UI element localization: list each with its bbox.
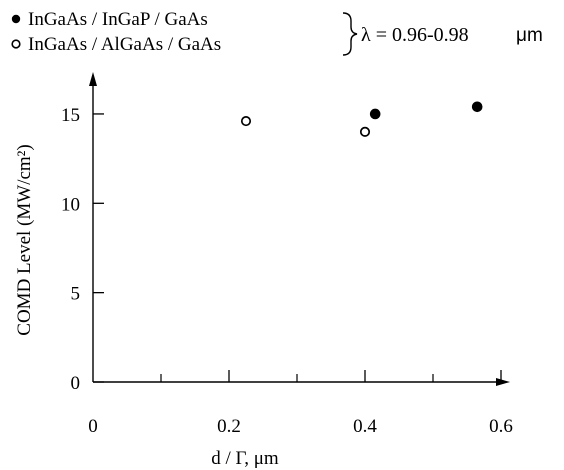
y-tick-label: 10 bbox=[61, 194, 80, 215]
wavelength-unit: μm bbox=[516, 25, 543, 46]
wavelength-annotation: λ = 0.96-0.98 bbox=[361, 24, 469, 46]
data-point-open bbox=[359, 126, 371, 137]
y-tick-label: 0 bbox=[71, 373, 81, 394]
y-axis-arrow bbox=[89, 72, 97, 86]
x-tick-label: 0 bbox=[88, 416, 98, 437]
x-tick-label: 0.2 bbox=[217, 416, 241, 437]
data-point-filled bbox=[369, 108, 381, 120]
x-axis-label: d / Γ, μm bbox=[211, 448, 279, 469]
legend-marker-filled bbox=[11, 14, 21, 24]
y-axis-ticks: 0 5 10 15 bbox=[61, 105, 104, 394]
legend-label-series-1: InGaAs / AlGaAs / GaAs bbox=[28, 34, 221, 55]
data-point-open bbox=[240, 116, 252, 127]
legend-marker-open bbox=[11, 39, 21, 49]
x-axis-arrow bbox=[496, 378, 510, 386]
legend-brace bbox=[342, 12, 358, 56]
data-points bbox=[240, 101, 483, 137]
legend-label-series-0: InGaAs / InGaP / GaAs bbox=[28, 9, 208, 30]
legend: InGaAs / InGaP / GaAs InGaAs / AlGaAs / … bbox=[11, 9, 543, 56]
x-axis-ticks: 0 0.2 0.4 0.6 bbox=[88, 370, 513, 437]
data-point-filled bbox=[471, 101, 483, 113]
legend-entry-series-1: InGaAs / AlGaAs / GaAs bbox=[11, 34, 221, 55]
x-tick-label: 0.6 bbox=[489, 416, 513, 437]
x-tick-label: 0.4 bbox=[353, 416, 377, 437]
y-tick-label: 15 bbox=[61, 105, 80, 126]
legend-entry-series-0: InGaAs / InGaP / GaAs bbox=[11, 9, 208, 30]
y-tick-label: 5 bbox=[71, 284, 81, 305]
axes bbox=[89, 72, 510, 386]
y-axis-label: COMD Level (MW/cm²) bbox=[14, 144, 35, 335]
